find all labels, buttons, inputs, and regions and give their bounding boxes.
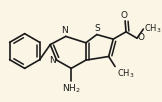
Text: N: N [49,56,56,65]
Text: S: S [94,24,100,33]
Text: NH$_2$: NH$_2$ [62,82,81,95]
Text: CH$_3$: CH$_3$ [144,22,162,35]
Text: O: O [138,33,145,42]
Text: CH$_3$: CH$_3$ [117,67,134,80]
Text: N: N [61,26,68,35]
Text: O: O [121,11,128,20]
